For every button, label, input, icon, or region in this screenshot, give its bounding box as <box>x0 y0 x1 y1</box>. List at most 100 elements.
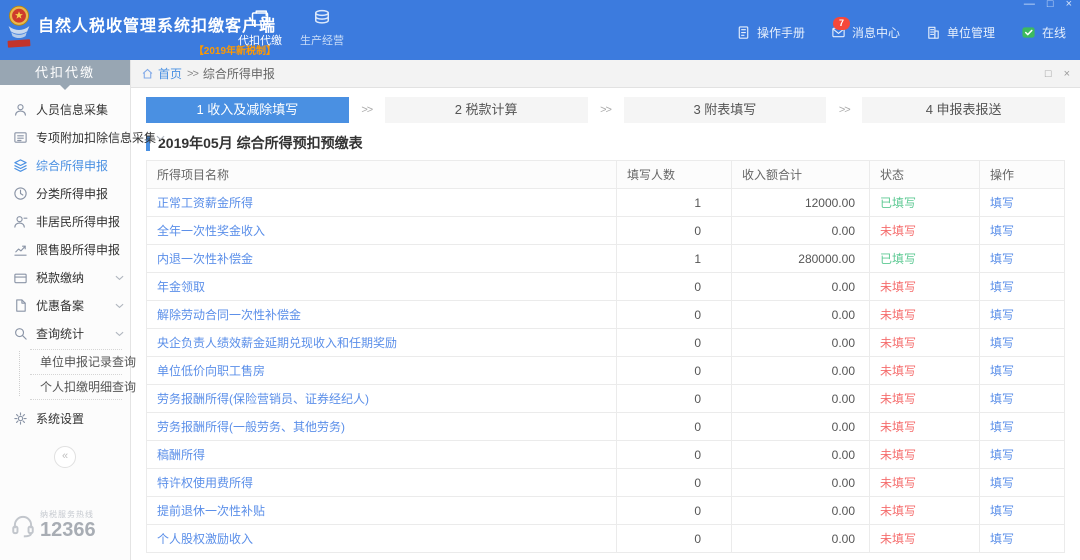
table-row: 劳务报酬所得(保险营销员、证券经纪人) 0 0.00 未填写 填写 <box>146 384 1065 413</box>
sidebar-item-5[interactable]: 限售股所得申报 <box>0 235 130 263</box>
fill-action-link[interactable]: 填写 <box>990 308 1015 322</box>
topbar-item-2[interactable]: 单位管理 <box>926 24 995 41</box>
breadcrumb-home[interactable]: 首页 <box>158 67 183 81</box>
income-item-link[interactable]: 解除劳动合同一次性补偿金 <box>157 308 302 322</box>
fill-action-link[interactable]: 填写 <box>990 392 1015 406</box>
topbar-item-3[interactable]: 在线 <box>1021 24 1066 41</box>
table-row: 年金领取 0 0.00 未填写 填写 <box>146 272 1065 301</box>
topbar-item-1[interactable]: 7 消息中心 <box>831 17 900 41</box>
count-cell: 0 <box>616 524 732 553</box>
fill-action-link[interactable]: 填写 <box>990 252 1015 266</box>
sidebar-item-9[interactable]: 系统设置 <box>0 404 130 432</box>
table-row: 内退一次性补偿金 1 280000.00 已填写 填写 <box>146 244 1065 273</box>
maximize-icon[interactable]: □ <box>1046 0 1054 10</box>
sidebar-subitem-8-0[interactable]: 单位申报记录查询 <box>30 349 136 375</box>
status-badge: 未填写 <box>880 308 917 322</box>
fill-action-link[interactable]: 填写 <box>990 476 1015 490</box>
amount-cell: 0.00 <box>731 412 870 441</box>
sidebar-item-0[interactable]: 人员信息采集 <box>0 95 130 123</box>
status-badge: 未填写 <box>880 448 917 462</box>
status-badge: 未填写 <box>880 224 917 238</box>
count-cell: 0 <box>616 468 732 497</box>
sidebar-item-label: 人员信息采集 <box>36 102 109 117</box>
column-header-1: 填写人数 <box>616 160 732 189</box>
income-item-link[interactable]: 正常工资薪金所得 <box>157 196 254 210</box>
payment-icon <box>13 270 28 285</box>
amount-cell: 0.00 <box>731 328 870 357</box>
income-item-link[interactable]: 劳务报酬所得(保险营销员、证券经纪人) <box>157 392 369 406</box>
person-icon <box>13 102 28 117</box>
income-item-link[interactable]: 劳务报酬所得(一般劳务、其他劳务) <box>157 420 345 434</box>
income-item-link[interactable]: 提前退休一次性补贴 <box>157 504 266 518</box>
income-item-link[interactable]: 单位低价向职工售房 <box>157 364 266 378</box>
sidebar-item-3[interactable]: 分类所得申报 <box>0 179 130 207</box>
panel-maximize-icon[interactable]: □ <box>1044 67 1052 80</box>
income-item-link[interactable]: 特许权使用费所得 <box>157 476 254 490</box>
sidebar-item-8[interactable]: 查询统计 <box>0 319 130 347</box>
status-badge: 未填写 <box>880 476 917 490</box>
window-controls: — □ × <box>1024 0 1072 10</box>
income-item-link[interactable]: 个人股权激励收入 <box>157 532 254 546</box>
org-icon <box>926 25 941 40</box>
status-badge: 未填写 <box>880 532 917 546</box>
app-title: 自然人税收管理系统扣缴客户端 <box>38 18 277 35</box>
income-item-link[interactable]: 内退一次性补偿金 <box>157 252 254 266</box>
step-2[interactable]: 2 税款计算 <box>384 97 588 123</box>
income-item-link[interactable]: 央企负责人绩效薪金延期兑现收入和任期奖励 <box>157 336 398 350</box>
topbar-item-label: 在线 <box>1041 26 1066 40</box>
income-item-link[interactable]: 全年一次性奖金收入 <box>157 224 266 238</box>
step-1[interactable]: 1 收入及减除填写 <box>146 97 349 123</box>
panel-close-icon[interactable]: × <box>1063 67 1070 80</box>
step-3[interactable]: 3 附表填写 <box>623 97 827 123</box>
amount-cell: 0.00 <box>731 468 870 497</box>
sidebar-subitem-8-1[interactable]: 个人扣缴明细查询 <box>30 375 136 400</box>
mode-tab-business[interactable]: 生产经营 <box>300 8 344 48</box>
fill-action-link[interactable]: 填写 <box>990 504 1015 518</box>
step-4[interactable]: 4 申报表报送 <box>862 97 1065 123</box>
count-cell: 0 <box>616 216 732 245</box>
count-cell: 0 <box>616 272 732 301</box>
fill-action-link[interactable]: 填写 <box>990 420 1015 434</box>
sidebar-item-7[interactable]: 优惠备案 <box>0 291 130 319</box>
mode-tab-withholding[interactable]: 代扣代缴 <box>238 8 282 48</box>
fill-action-link[interactable]: 填写 <box>990 224 1015 238</box>
panel-controls: □ × <box>1045 68 1070 80</box>
income-item-link[interactable]: 稿酬所得 <box>157 448 206 462</box>
mode-tabs: 代扣代缴 生产经营 <box>238 8 344 48</box>
fill-action-link[interactable]: 填写 <box>990 448 1015 462</box>
income-item-link[interactable]: 年金领取 <box>157 280 206 294</box>
fill-action-link[interactable]: 填写 <box>990 280 1015 294</box>
sidebar-item-2[interactable]: 综合所得申报 <box>0 151 130 179</box>
record-icon <box>13 298 28 313</box>
table-row: 劳务报酬所得(一般劳务、其他劳务) 0 0.00 未填写 填写 <box>146 412 1065 441</box>
sidebar-collapse-button[interactable]: « <box>54 446 76 468</box>
table-header-row: 所得项目名称 填写人数 收入额合计 状态 操作 <box>146 160 1065 189</box>
fill-action-link[interactable]: 填写 <box>990 364 1015 378</box>
steps-bar: 1 收入及减除填写 >> 2 税款计算 >> 3 附表填写 >> 4 申报表报送 <box>146 97 1065 123</box>
deduction-icon <box>13 130 28 145</box>
table-row: 提前退休一次性补贴 0 0.00 未填写 填写 <box>146 496 1065 525</box>
fill-action-link[interactable]: 填写 <box>990 532 1015 546</box>
fill-action-link[interactable]: 填写 <box>990 196 1015 210</box>
sidebar-item-6[interactable]: 税款缴纳 <box>0 263 130 291</box>
fill-action-link[interactable]: 填写 <box>990 336 1015 350</box>
topbar-item-label: 操作手册 <box>756 26 805 40</box>
breadcrumb: 首页 >> 综合所得申报 □ × <box>131 60 1080 88</box>
main-content: 1 收入及减除填写 >> 2 税款计算 >> 3 附表填写 >> 4 申报表报送 2019年… <box>131 89 1080 560</box>
count-cell: 0 <box>616 384 732 413</box>
table-row: 稿酬所得 0 0.00 未填写 填写 <box>146 440 1065 469</box>
topbar-item-0[interactable]: 操作手册 <box>736 24 805 41</box>
sidebar-item-4[interactable]: 非居民所得申报 <box>0 207 130 235</box>
amount-cell: 0.00 <box>731 496 870 525</box>
hotline-label: 纳税服务热线 <box>40 510 94 519</box>
clock-icon <box>13 186 28 201</box>
headset-icon <box>10 512 36 538</box>
amount-cell: 0.00 <box>731 356 870 385</box>
sidebar-item-label: 非居民所得申报 <box>36 214 121 229</box>
minimize-icon[interactable]: — <box>1023 0 1035 10</box>
count-cell: 1 <box>616 244 732 273</box>
sidebar-item-1[interactable]: 专项附加扣除信息采集 <box>0 123 165 151</box>
table-row: 解除劳动合同一次性补偿金 0 0.00 未填写 填写 <box>146 300 1065 329</box>
close-icon[interactable]: × <box>1065 0 1072 10</box>
count-cell: 1 <box>616 188 732 217</box>
